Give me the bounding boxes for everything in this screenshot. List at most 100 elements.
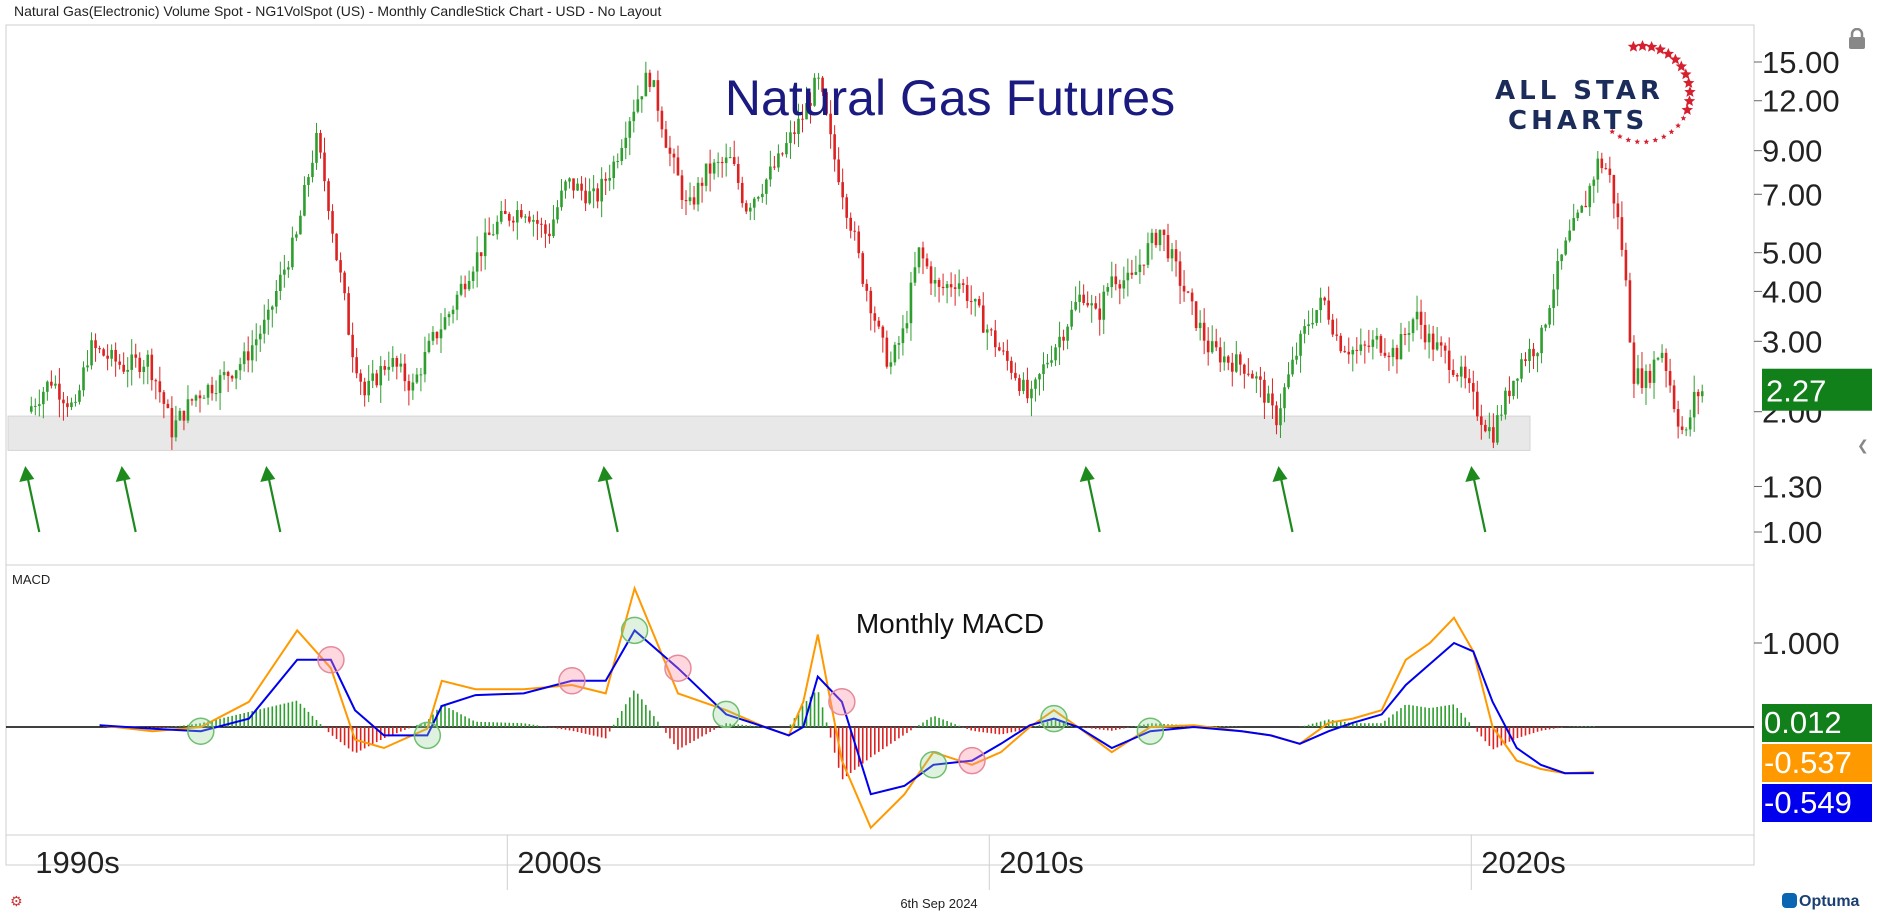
candle-body [1391, 347, 1395, 358]
candle-body [475, 252, 479, 272]
lock-icon[interactable] [1846, 28, 1868, 50]
candle-body [391, 358, 395, 367]
candle-body [1484, 424, 1487, 432]
candle-body [258, 333, 262, 340]
candle-body [1696, 391, 1700, 397]
candle-body [961, 283, 965, 286]
candle-body [793, 132, 796, 134]
logo-star [1675, 60, 1687, 72]
candle-body [1034, 379, 1037, 389]
candle-body [544, 224, 547, 234]
logo-star [1645, 41, 1658, 52]
candle-body [1500, 414, 1503, 416]
candle-body [1234, 354, 1238, 372]
candle-body [536, 219, 539, 224]
candle-body [138, 357, 142, 372]
candle-body [624, 137, 628, 149]
candle-body [1367, 345, 1371, 347]
candle-body [656, 80, 660, 111]
candle-body [166, 403, 170, 409]
candle-body [1680, 426, 1684, 430]
logo-star [1634, 138, 1641, 145]
candle-body [371, 373, 375, 381]
candle-body [748, 207, 752, 212]
settings-icon[interactable]: ⚙ [10, 893, 23, 909]
candle-body [347, 293, 350, 335]
candle-body [905, 323, 909, 329]
candle-body [540, 223, 543, 225]
candle-body [616, 160, 620, 162]
candle-body [1584, 205, 1588, 208]
candle-body [1255, 376, 1258, 379]
candle-body [592, 188, 595, 192]
candle-body [74, 401, 77, 403]
candle-body [885, 337, 889, 367]
candle-body [1198, 322, 1202, 329]
candle-body [1042, 364, 1045, 375]
candle-body [1451, 369, 1455, 375]
candle-body [435, 331, 439, 339]
candle-body [993, 330, 997, 348]
candle-body [765, 179, 768, 194]
candle-body [1427, 333, 1431, 343]
collapse-panel-icon[interactable]: ❮ [1857, 437, 1869, 453]
candle-body [210, 384, 214, 394]
candle-body [1206, 340, 1210, 353]
candle-body [708, 163, 712, 174]
candle-body [576, 183, 579, 191]
candle-body [1383, 352, 1387, 356]
candle-body [829, 113, 832, 135]
candle-body [1226, 356, 1230, 363]
candle-body [50, 381, 53, 386]
x-axis-label: 2010s [999, 845, 1083, 880]
candle-body [262, 319, 266, 334]
logo-star [1654, 43, 1666, 55]
support-arrow-shaft [1279, 475, 1294, 533]
bullish-cross-marker [1136, 717, 1165, 745]
candle-body [909, 282, 913, 324]
candle-body [443, 317, 447, 330]
candle-body [1134, 272, 1138, 275]
candle-body [869, 290, 873, 314]
candle-body [1700, 391, 1704, 397]
axis-layer: 15.0012.009.007.005.004.003.002.001.301.… [35, 45, 1872, 890]
candle-body [1564, 240, 1567, 255]
price-y-tick-label: 9.00 [1762, 134, 1822, 169]
candle-body [1672, 385, 1676, 410]
candle-body [528, 216, 531, 222]
support-arrow [1079, 466, 1101, 533]
candle-body [696, 182, 700, 205]
candle-body [805, 103, 808, 120]
candle-body [1335, 334, 1339, 336]
candle-body [724, 157, 728, 164]
candle-body [1363, 344, 1367, 346]
logo-star [1684, 86, 1696, 97]
candle-body [102, 349, 105, 356]
candle-body [82, 367, 85, 391]
candle-body [1447, 350, 1451, 370]
candle-body [279, 274, 282, 291]
candle-body [865, 283, 869, 291]
candle-body [395, 358, 399, 367]
bullish-cross-marker [919, 751, 948, 779]
support-arrow-shaft [267, 475, 282, 533]
logo-star [1643, 138, 1650, 145]
macd-chart-title: Monthly MACD [856, 608, 1044, 639]
support-arrow-head [1465, 466, 1481, 482]
candle-body [1002, 350, 1005, 352]
bearish-cross-marker [958, 746, 986, 775]
candle-body [1210, 341, 1214, 353]
candle-body [503, 210, 507, 214]
candle-body [825, 92, 828, 114]
bearish-cross-marker [828, 688, 856, 716]
candle-body [1608, 168, 1612, 176]
candle-body [311, 162, 314, 178]
macd-panel-label: MACD [12, 572, 50, 587]
candle-body [94, 340, 97, 349]
candle-body [1536, 353, 1539, 357]
macd-line [99, 585, 1594, 830]
candle-body [174, 420, 178, 438]
logo-star [1625, 137, 1632, 143]
candle-body [499, 210, 503, 222]
